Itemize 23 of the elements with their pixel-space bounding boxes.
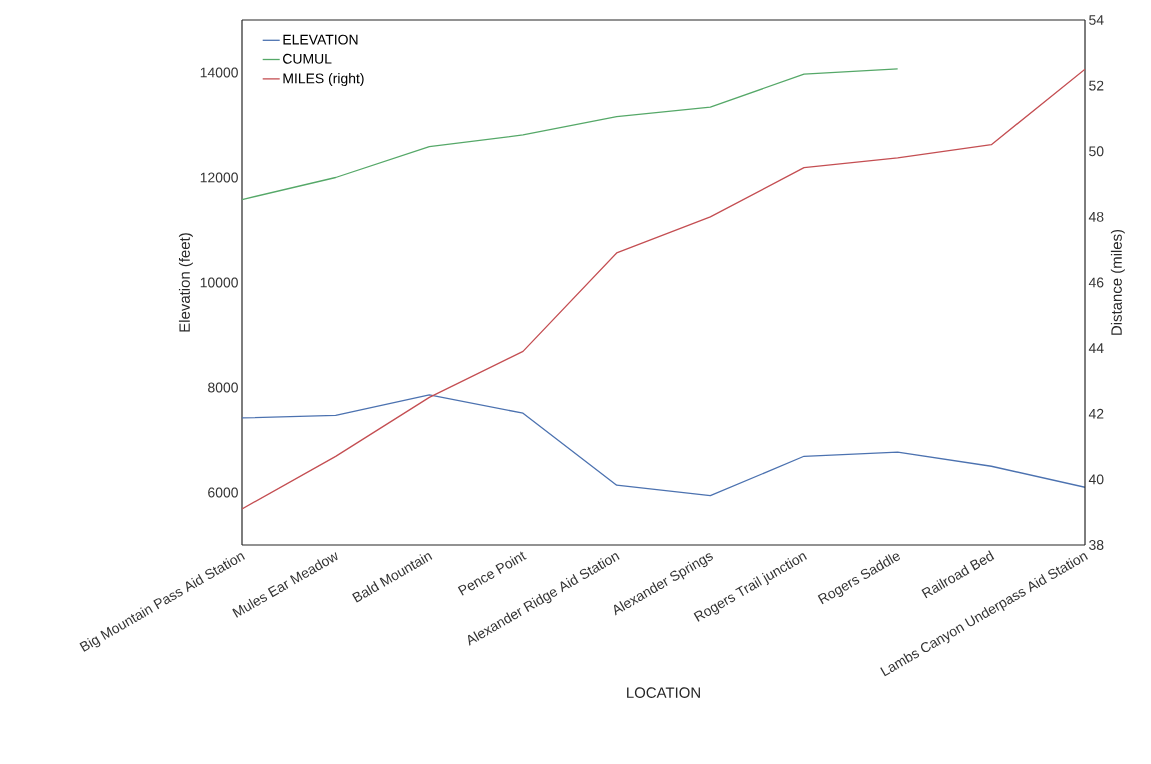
y2-tick-label: 42: [1088, 408, 1104, 419]
y-tick-label: 14000: [200, 67, 238, 78]
line-series: [242, 68, 899, 201]
y2-tick-label: 40: [1088, 474, 1104, 485]
line-series: [242, 68, 1086, 510]
y2-tick-label: 50: [1089, 146, 1104, 157]
y2-axis-title: Distance (miles): [1110, 229, 1125, 335]
y-tick-label: 6000: [208, 487, 238, 498]
y2-tick-label: 54: [1089, 15, 1104, 25]
y2-tick-label: 48: [1088, 211, 1104, 222]
legend-label: CUMUL: [283, 53, 332, 64]
y2-tick-label: 38: [1089, 540, 1104, 550]
y-tick-label: 12000: [200, 172, 238, 183]
y2-tick-label: 46: [1088, 277, 1104, 288]
line-series: [242, 394, 1085, 497]
y-tick-label: 8000: [208, 382, 238, 393]
y-tick-label: 10000: [200, 277, 238, 288]
y2-tick-label: 44: [1088, 343, 1104, 353]
y2-tick-label: 52: [1089, 80, 1104, 91]
legend-label: ELEVATION: [283, 34, 358, 45]
y-axis-title: Elevation (feet): [178, 233, 193, 332]
x-axis-title: LOCATION: [627, 687, 700, 698]
legend-label: MILES (right): [283, 73, 364, 87]
